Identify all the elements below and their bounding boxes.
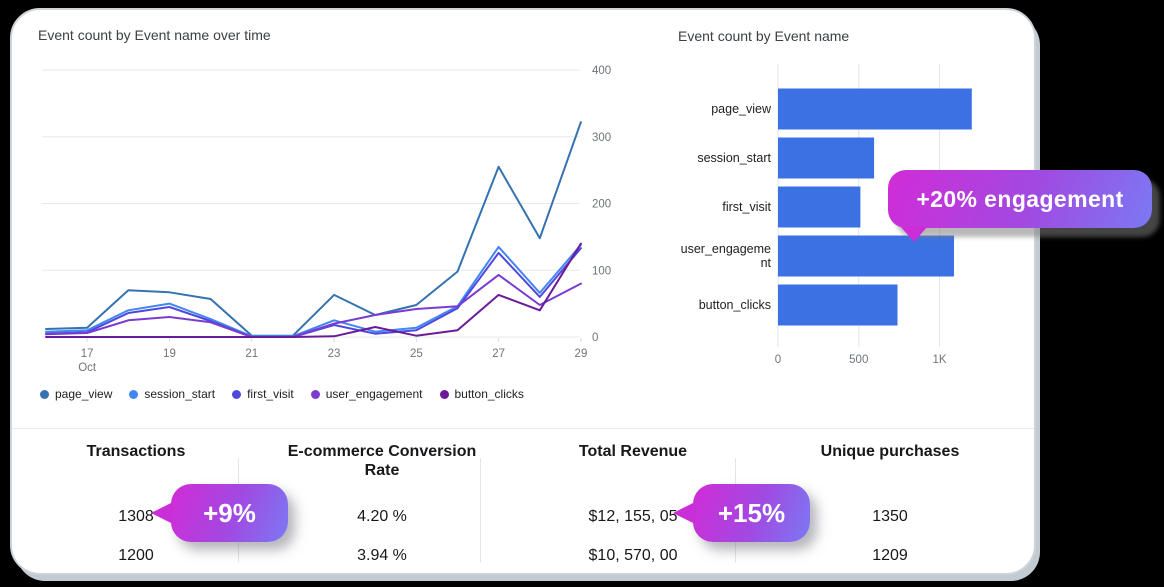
- legend-item-button_clicks[interactable]: button_clicks: [439, 387, 524, 401]
- legend-item-session_start[interactable]: session_start: [129, 387, 215, 401]
- x-axis-month-label: Oct: [78, 362, 97, 374]
- legend-label: user_engagement: [325, 387, 423, 401]
- y-axis-label-100: 100: [592, 265, 611, 277]
- legend-label: page_view: [55, 387, 113, 401]
- table-header-conversion-rate: E-commerce Conversion Rate: [287, 443, 477, 479]
- callout-transactions-bubble: +9%: [151, 484, 288, 542]
- callout-tail-left-icon: [151, 502, 173, 524]
- table-cell-purchases-row1: 1350: [872, 508, 908, 525]
- y-axis-label-0: 0: [592, 332, 598, 344]
- table-cell-transactions-row1: 1308: [118, 508, 154, 525]
- x-axis-label-1K: 1K: [932, 354, 946, 366]
- line-chart-legend: page_view session_start first_visit user_en…: [40, 387, 524, 401]
- line-series-page_view[interactable]: [45, 121, 582, 337]
- bar-user_engagement[interactable]: [778, 235, 954, 277]
- x-axis-label-29: 29: [575, 348, 588, 360]
- legend-dot-icon: [129, 389, 139, 399]
- callout-transactions-label: +9%: [203, 497, 256, 528]
- bar-session_start[interactable]: [778, 137, 875, 179]
- table-cell-revenue-row2: $10, 570, 00: [588, 547, 678, 564]
- bar-button_clicks[interactable]: [778, 284, 898, 326]
- line-series-button_clicks[interactable]: [45, 242, 582, 338]
- y-axis-label-400: 400: [592, 65, 611, 77]
- callout-revenue-bubble: +15%: [673, 484, 810, 542]
- table-cell-conversion-row1: 4.20 %: [357, 508, 407, 525]
- line-series-user_engagement[interactable]: [45, 273, 582, 338]
- table-cell-conversion-row2: 3.94 %: [357, 547, 407, 564]
- legend-label: first_visit: [247, 387, 294, 401]
- x-axis-label-21: 21: [245, 348, 258, 360]
- x-axis-label-23: 23: [328, 348, 341, 360]
- legend-dot-icon: [232, 389, 242, 399]
- legend-label: session_start: [144, 387, 216, 401]
- line-series-session_start[interactable]: [45, 243, 582, 338]
- legend-item-first_visit[interactable]: first_visit: [232, 387, 294, 401]
- callout-engagement-bubble: +20% engagement: [888, 170, 1152, 242]
- line-chart-title: Event count by Event name over time: [38, 27, 271, 43]
- table-header-unique-purchases: Unique purchases: [820, 443, 960, 460]
- table-cell-transactions-row2: 1200: [118, 547, 154, 564]
- table-header-total-revenue: Total Revenue: [578, 443, 688, 460]
- legend-dot-icon: [40, 389, 49, 399]
- y-axis-label-200: 200: [592, 199, 611, 211]
- line-chart[interactable]: 0 100 200 300 400 17 Oct 19 21 23 25 27 29: [32, 50, 632, 395]
- bar-chart-title: Event count by Event name: [678, 28, 850, 44]
- category-label-user_engagement: user_engageme nt: [681, 242, 772, 270]
- table-cell-purchases-row2: 1209: [872, 547, 908, 564]
- bar-chart[interactable]: 0 500 1K page_view session_start first_visitu…: [667, 50, 1037, 375]
- category-label-session_start: session_start: [697, 151, 771, 165]
- legend-item-user_engagement[interactable]: user_engagement: [310, 387, 423, 401]
- category-label-button_clicks: button_clicks: [699, 298, 771, 312]
- category-label-first_visit: first_visit: [722, 200, 771, 214]
- x-axis-label-500: 500: [849, 354, 868, 366]
- legend-label: button_clicks: [454, 387, 524, 401]
- x-axis-label-27: 27: [492, 348, 505, 360]
- callout-tail-down-icon: [900, 226, 928, 242]
- table-cell-revenue-row1: $12, 155, 05: [588, 508, 678, 525]
- table-header-transactions: Transactions: [86, 443, 186, 460]
- category-label-page_view: page_view: [711, 102, 772, 116]
- x-axis-label-19: 19: [163, 348, 176, 360]
- legend-item-page_view[interactable]: page_view: [40, 387, 112, 401]
- table-column-divider: [480, 458, 481, 562]
- bar-first_visit[interactable]: [778, 186, 861, 228]
- dashboard-card: Event count by Event name over time 0 100…: [10, 8, 1036, 575]
- table-top-divider: [12, 428, 1034, 429]
- legend-dot-icon: [439, 389, 449, 399]
- callout-revenue-label: +15%: [717, 497, 786, 528]
- x-axis-label-25: 25: [410, 348, 423, 360]
- legend-dot-icon: [310, 389, 320, 399]
- y-axis-label-300: 300: [592, 132, 611, 144]
- callout-engagement-label: +20% engagement: [916, 185, 1124, 212]
- bar-page_view[interactable]: [778, 88, 972, 130]
- x-axis-label-17: 17: [81, 348, 94, 360]
- x-axis-label-0: 0: [775, 354, 781, 366]
- callout-tail-left-icon: [673, 502, 695, 524]
